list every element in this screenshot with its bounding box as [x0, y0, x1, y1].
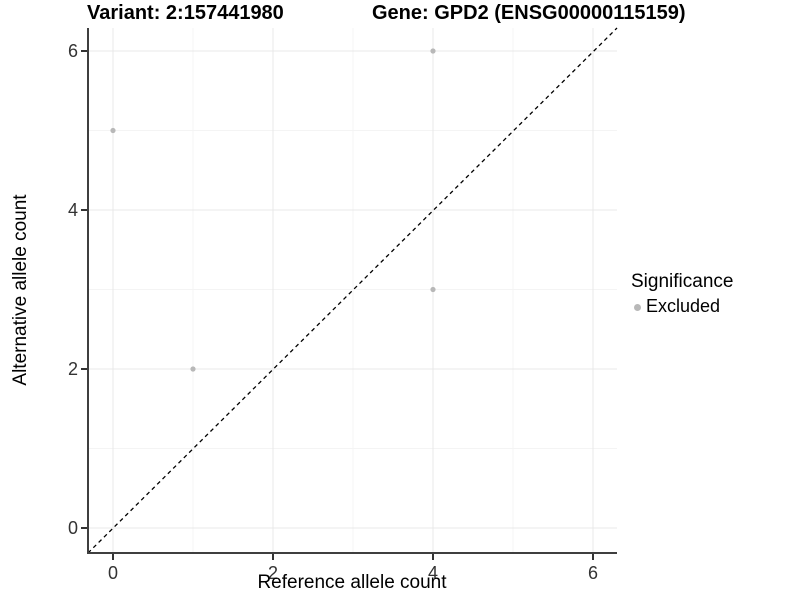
legend-item-label: Excluded [646, 296, 721, 316]
scatter-panel: 0 2 4 6 0 2 4 6 [68, 27, 618, 583]
x-axis-title: Reference allele count [257, 572, 447, 593]
x-tick-label: 2 [268, 563, 278, 583]
y-tick-label: 2 [68, 359, 78, 379]
data-point [110, 127, 116, 134]
legend-item-excluded: Excluded [631, 296, 733, 317]
legend-title: Significance [631, 271, 734, 292]
data-point [190, 366, 196, 372]
plot-title-gene: Gene: GPD2 (ENSG00000115159) [372, 2, 686, 24]
legend: Significance Excluded [631, 271, 733, 317]
data-point [430, 286, 436, 293]
x-tick-label: 4 [428, 563, 438, 583]
excluded-point-icon [634, 304, 641, 311]
x-tick-label: 0 [108, 563, 118, 583]
y-axis-title: Alternative allele count [10, 194, 31, 386]
x-tick-label: 6 [588, 563, 598, 583]
plot-title-variant: Variant: 2:157441980 [87, 2, 284, 24]
y-tick-label: 0 [68, 518, 78, 538]
data-point [430, 48, 436, 54]
y-tick-label: 6 [68, 41, 78, 61]
y-tick-label: 4 [68, 200, 78, 220]
